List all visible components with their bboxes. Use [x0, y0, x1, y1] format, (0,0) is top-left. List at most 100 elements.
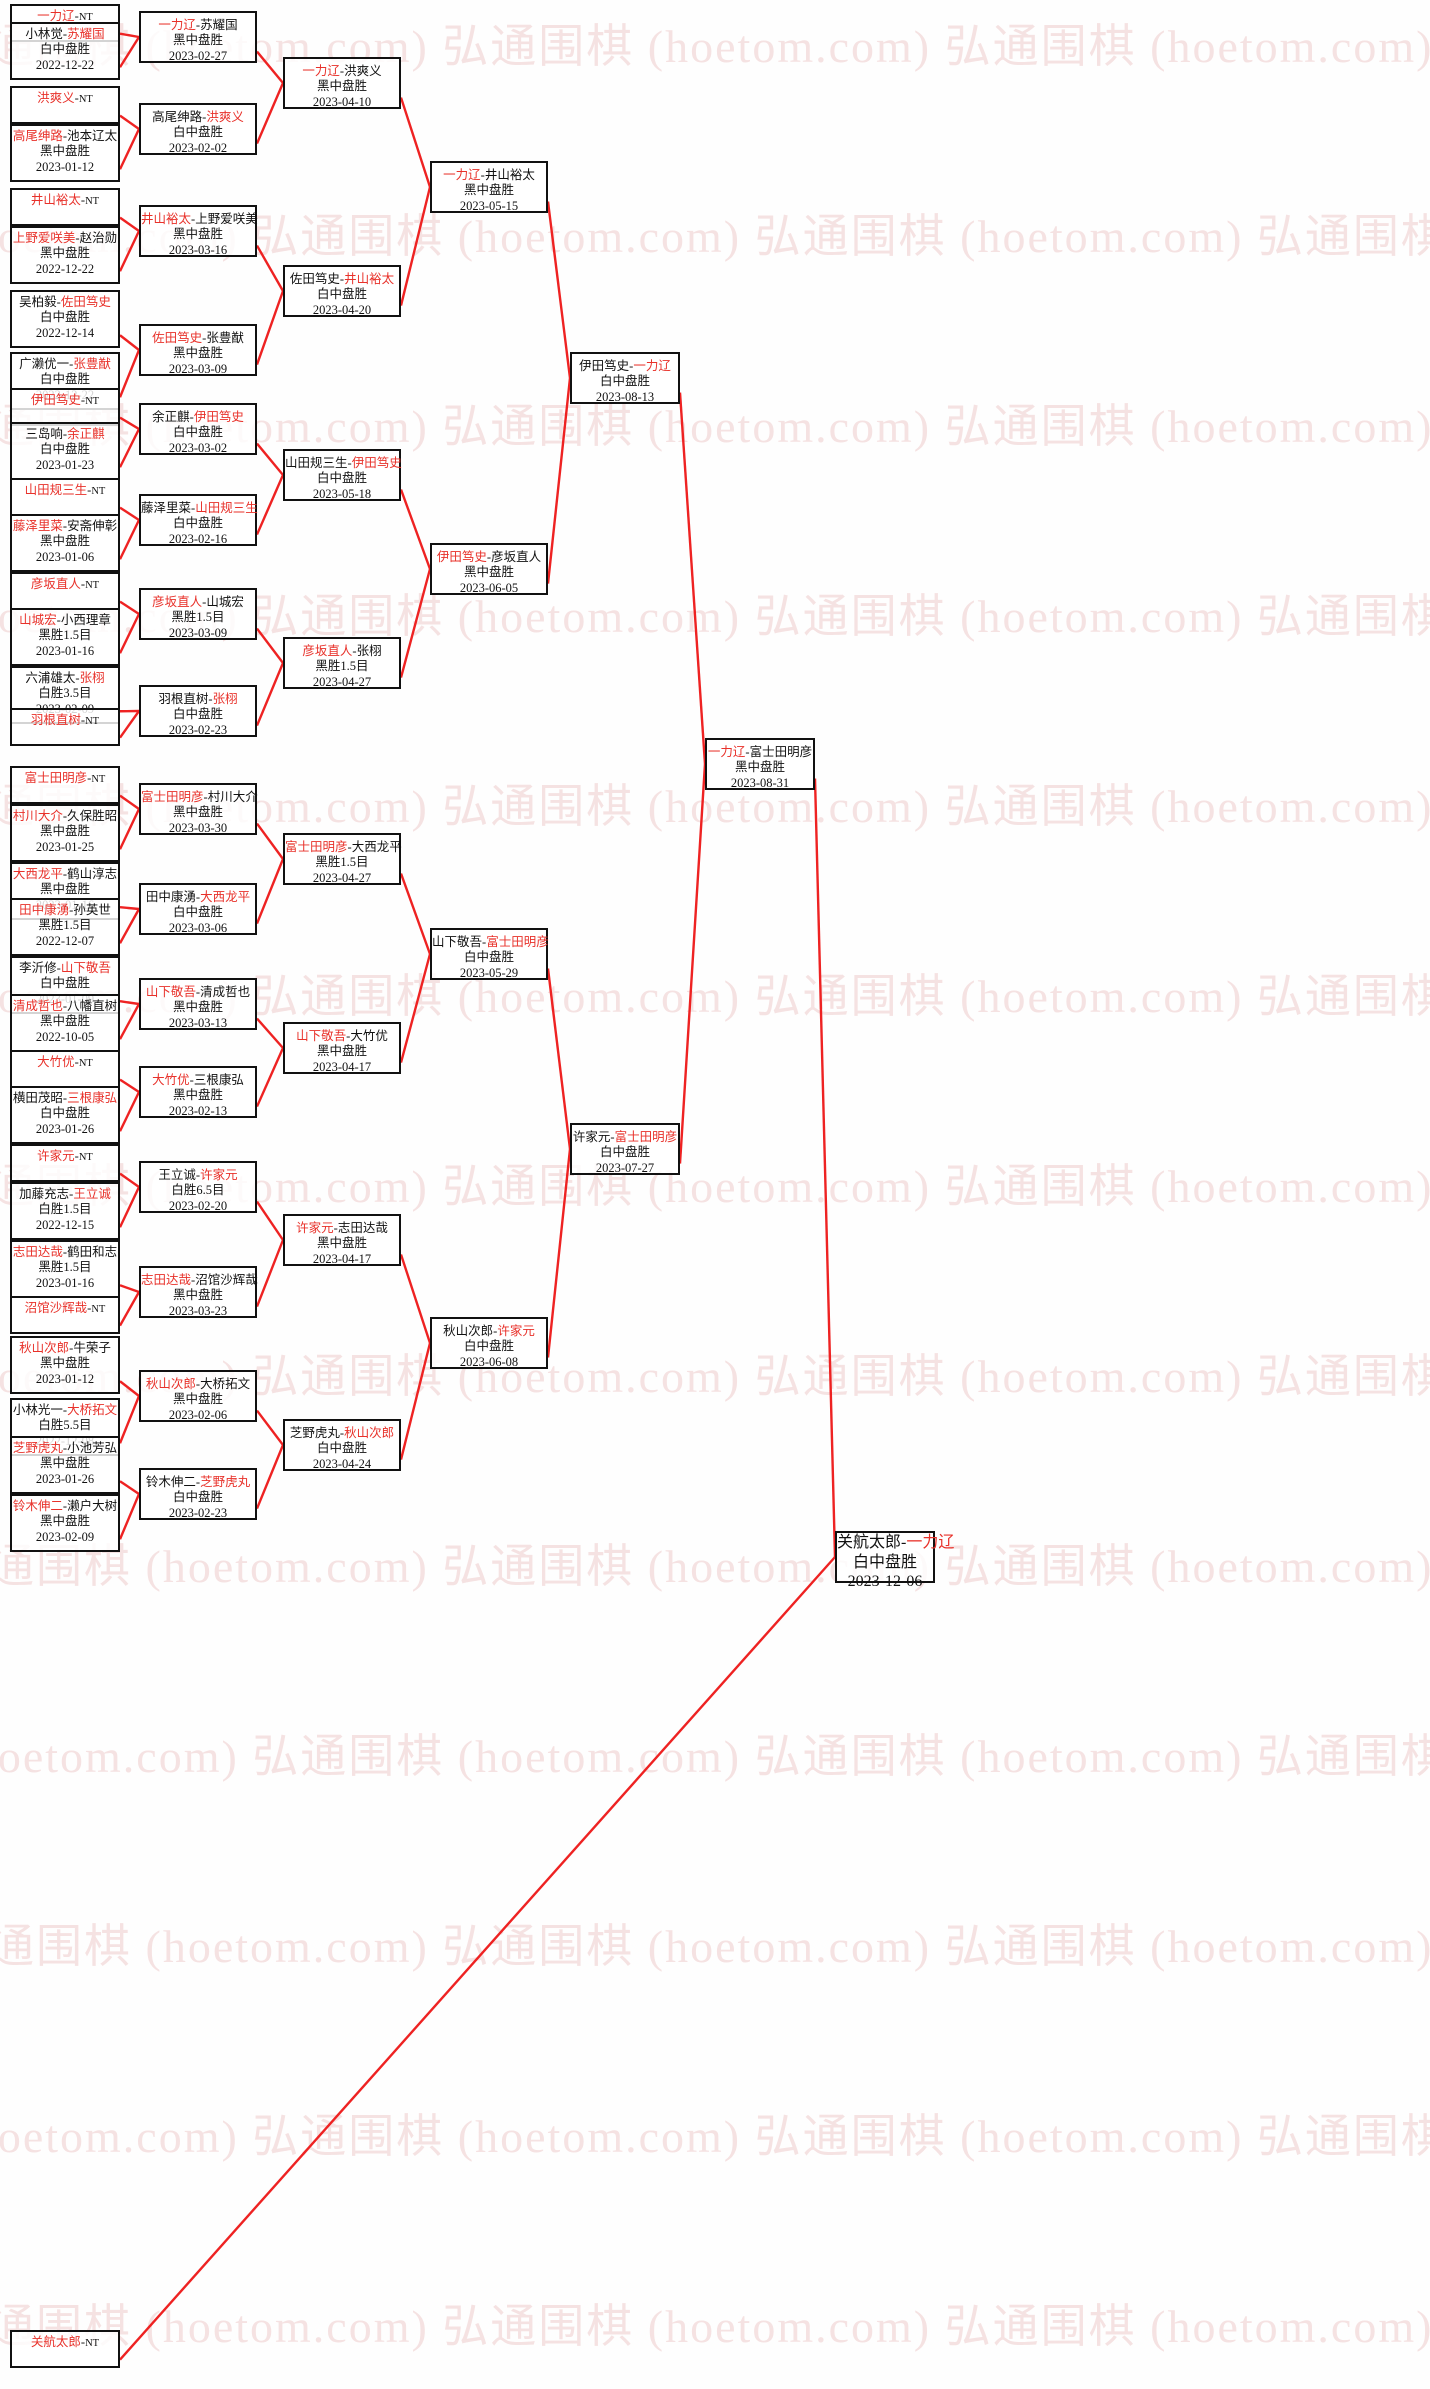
match-box[interactable]: 富士田明彦-大西龙平 黑胜1.5目 2023-04-27 — [283, 833, 402, 885]
match-result: 白中盘胜 — [599, 374, 650, 389]
match-box[interactable]: 加藤充志-王立诚 白胜1.5目 2022-12-15 — [10, 1182, 120, 1240]
match-box[interactable]: 小林觉-苏耀国 白中盘胜 2022-12-22 — [10, 22, 120, 80]
match-box[interactable]: 羽根直树-张栩 白中盘胜 2023-02-23 — [139, 685, 257, 737]
player-right: 张豊猷 — [73, 357, 111, 371]
match-players: 山下敬吾-清成哲也 — [141, 985, 255, 1000]
match-box[interactable]: 秋山次郎-许家元 白中盘胜 2023-06-08 — [430, 1317, 548, 1369]
match-box[interactable]: 三岛响-余正麒 白中盘胜 2023-01-23 — [10, 422, 120, 480]
match-players: 芝野虎丸-小池芳弘 — [12, 1441, 118, 1456]
vs-separator: - — [62, 519, 68, 533]
seed-box[interactable]: 伊田笃史-NT — [10, 388, 120, 426]
player-left: 藤泽里菜 — [141, 501, 192, 515]
watermark-text: 弘通围棋 (hoetom.com) 弘通围棋 (hoetom.com) 弘通围棋… — [0, 1731, 1430, 1782]
player-left: 关航太郎 — [30, 2335, 81, 2349]
player-left: 沼馆沙辉哉 — [24, 1301, 88, 1315]
match-box[interactable]: 田中康湧-孙英世 黑胜1.5目 2022-12-07 — [10, 898, 120, 956]
seed-box[interactable]: 大竹优-NT — [10, 1050, 120, 1088]
match-box[interactable]: 芝野虎丸-秋山次郎 白中盘胜 2023-04-24 — [283, 1419, 401, 1471]
match-box[interactable]: 铃木伸二-濑户大树 黑中盘胜 2023-02-09 — [10, 1494, 120, 1552]
match-box[interactable]: 富士田明彦-村川大介 黑中盘胜 2023-03-30 — [139, 783, 258, 835]
match-box[interactable]: 佐田笃史-张豊猷 黑中盘胜 2023-03-09 — [139, 324, 257, 376]
player-right: 村川大介 — [207, 790, 258, 804]
match-players: 王立诚-许家元 — [141, 1168, 255, 1183]
match-box[interactable]: 一力辽-井山裕太 黑中盘胜 2023-05-15 — [430, 161, 548, 213]
player-right: NT — [85, 196, 100, 207]
match-box[interactable]: 一力辽-富士田明彦 黑中盘胜 2023-08-31 — [705, 738, 815, 790]
match-box[interactable]: 关航太郎-一力辽 白中盘胜 2023-12-06 — [835, 1531, 954, 1590]
match-box[interactable]: 许家元-志田达哉 黑中盘胜 2023-04-17 — [283, 1214, 401, 1266]
match-box[interactable]: 一力辽-洪爽义 黑中盘胜 2023-04-10 — [283, 57, 401, 109]
player-right: 张栩 — [356, 644, 382, 658]
match-box[interactable]: 芝野虎丸-小池芳弘 黑中盘胜 2023-01-26 — [10, 1436, 120, 1494]
match-date: 2023-04-27 — [312, 870, 372, 885]
player-right: 许家元 — [497, 1324, 535, 1338]
match-box[interactable]: 山下敬吾-富士田明彦 白中盘胜 2023-05-29 — [430, 928, 549, 980]
seed-box[interactable]: 彦坂直人-NT — [10, 572, 120, 610]
seed-box[interactable]: 井山裕太-NT — [10, 188, 120, 226]
seed-box[interactable]: 富士田明彦-NT — [10, 766, 120, 804]
match-box[interactable]: 一力辽-苏耀国 黑中盘胜 2023-02-27 — [139, 11, 257, 63]
match-box[interactable]: 佐田笃史-井山裕太 白中盘胜 2023-04-20 — [283, 265, 401, 317]
vs-separator: - — [195, 1168, 201, 1182]
match-box[interactable]: 秋山次郎-大桥拓文 黑中盘胜 2023-02-06 — [139, 1370, 257, 1422]
match-result: 黑胜1.5目 — [38, 918, 92, 933]
match-box[interactable]: 铃木伸二-芝野虎丸 白中盘胜 2023-02-23 — [139, 1468, 257, 1520]
match-box[interactable]: 藤泽里菜-山田规三生 白中盘胜 2023-02-16 — [139, 494, 258, 546]
seed-box[interactable]: 关航太郎-NT — [10, 2330, 120, 2368]
match-date: 2023-01-06 — [35, 549, 95, 564]
match-players: 田中康湧-孙英世 — [12, 903, 118, 918]
match-box[interactable]: 井山裕太-上野爱咲美 黑中盘胜 2023-03-16 — [139, 205, 258, 257]
match-players: 佐田笃史-张豊猷 — [141, 331, 255, 346]
match-box[interactable]: 志田达哉-鹤田和志 黑胜1.5目 2023-01-16 — [10, 1240, 120, 1298]
player-right: NT — [85, 580, 100, 591]
match-box[interactable]: 高尾绅路-池本辽太 黑中盘胜 2023-01-12 — [10, 124, 120, 182]
seed-box[interactable]: 洪爽义-NT — [10, 86, 120, 124]
match-box[interactable]: 伊田笃史-一力辽 白中盘胜 2023-08-13 — [570, 352, 680, 404]
connector-line — [255, 1239, 285, 1307]
match-box[interactable]: 上野爱咲美-赵治勋 黑中盘胜 2022-12-22 — [10, 226, 120, 284]
match-box[interactable]: 清成哲也-八幡直树 黑中盘胜 2022-10-05 — [10, 994, 120, 1052]
player-right: 伊田笃史 — [193, 410, 244, 424]
seed-box[interactable]: 羽根直树-NT — [10, 708, 120, 746]
connector-line — [546, 1148, 572, 1358]
match-box[interactable]: 藤泽里菜-安斋伸彰 黑中盘胜 2023-01-06 — [10, 514, 120, 572]
player-left: 藤泽里菜 — [12, 519, 63, 533]
seed-box[interactable]: 山田规三生-NT — [10, 478, 120, 516]
match-box[interactable]: 山田规三生-伊田笃史 白中盘胜 2023-05-18 — [283, 449, 402, 501]
match-box[interactable]: 伊田笃史-彦坂直人 黑中盘胜 2023-06-05 — [430, 543, 548, 595]
match-box[interactable]: 高尾绅路-洪爽义 白中盘胜 2023-02-02 — [139, 103, 257, 155]
match-players: 铃木伸二-芝野虎丸 — [141, 1475, 255, 1490]
seed-box[interactable]: 沼馆沙辉哉-NT — [10, 1296, 120, 1334]
match-box[interactable]: 余正麒-伊田笃史 白中盘胜 2023-03-02 — [139, 403, 257, 455]
match-box[interactable]: 秋山次郎-牛荣子 黑中盘胜 2023-01-12 — [10, 1336, 120, 1394]
match-players: 富士田明彦-大西龙平 — [285, 840, 402, 855]
match-box[interactable]: 彦坂直人-张栩 黑胜1.5目 2023-04-27 — [283, 637, 401, 689]
match-box[interactable]: 王立诚-许家元 白胜6.5目 2023-02-20 — [139, 1161, 257, 1213]
match-result: 白中盘胜 — [172, 516, 223, 531]
match-box[interactable]: 山下敬吾-大竹优 黑中盘胜 2023-04-17 — [283, 1022, 401, 1074]
vs-separator: - — [208, 692, 213, 706]
player-left: 羽根直树 — [158, 692, 209, 706]
match-box[interactable]: 山下敬吾-清成哲也 黑中盘胜 2023-03-13 — [139, 978, 257, 1030]
player-left: 许家元 — [37, 1149, 75, 1163]
match-box[interactable]: 志田达哉-沼馆沙辉哉 黑中盘胜 2023-03-23 — [139, 1266, 258, 1318]
connector-line — [256, 442, 284, 476]
seed-box[interactable]: 许家元-NT — [10, 1144, 120, 1182]
player-right: 濑户大树 — [67, 1499, 118, 1513]
match-box[interactable]: 田中康湧-大西龙平 白中盘胜 2023-03-06 — [139, 883, 257, 935]
match-date: 2023-02-27 — [168, 48, 228, 63]
connector-line — [118, 1291, 141, 1327]
match-box[interactable]: 大竹优-三根康弘 黑中盘胜 2023-02-13 — [139, 1066, 257, 1118]
match-result: 黑中盘胜 — [463, 565, 514, 580]
match-box[interactable]: 许家元-富士田明彦 白中盘胜 2023-07-27 — [570, 1123, 680, 1175]
match-box[interactable]: 彦坂直人-山城宏 黑胜1.5目 2023-03-09 — [139, 588, 257, 640]
match-box[interactable]: 山城宏-小西理章 黑胜1.5目 2023-01-16 — [10, 608, 120, 666]
vs-separator: - — [56, 295, 61, 309]
player-left: 山田规三生 — [24, 483, 88, 497]
match-box[interactable]: 横田茂昭-三根康弘 白中盘胜 2023-01-26 — [10, 1086, 120, 1144]
match-date: 2023-01-12 — [35, 159, 95, 174]
match-date: 2023-03-09 — [168, 361, 228, 376]
match-box[interactable]: 村川大介-久保胜昭 黑中盘胜 2023-01-25 — [10, 804, 120, 862]
match-box[interactable]: 吴柏毅-佐田笃史 白中盘胜 2022-12-14 — [10, 290, 120, 348]
player-left: 彦坂直人 — [302, 644, 353, 658]
